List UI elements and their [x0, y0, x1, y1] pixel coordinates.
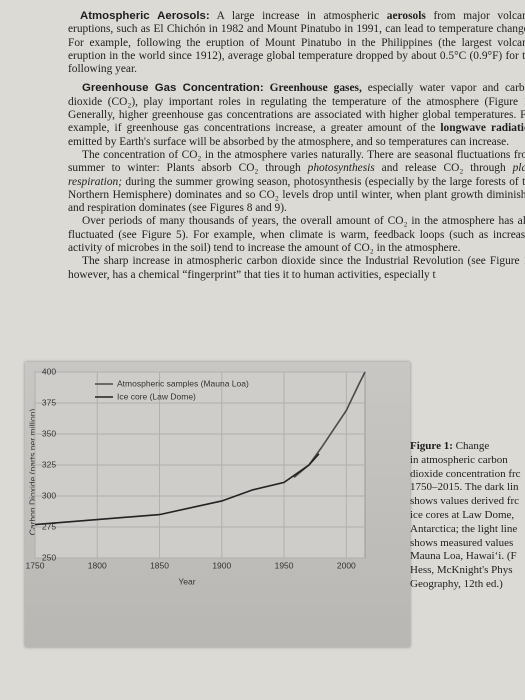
x-tick-label: 2000: [337, 560, 356, 570]
x-tick-label: 1750: [26, 560, 45, 570]
term: aerosols: [386, 10, 426, 22]
y-tick-label: 300: [42, 490, 56, 500]
y-axis-label: Carbon Dioxide (parts per million): [27, 409, 37, 536]
caption-line: Geography, 12th ed.): [410, 578, 525, 592]
data-line: [34, 453, 320, 526]
paragraph: Atmospheric Aerosols: A large increase i…: [68, 10, 525, 76]
caption-text: shows measured values: [410, 536, 514, 549]
x-tick-label: 1950: [275, 560, 294, 570]
text-run: The concentration of CO₂ in the atmosphe…: [68, 148, 525, 175]
y-tick-label: 275: [42, 521, 56, 531]
caption-line: in atmospheric carbon: [410, 454, 525, 468]
y-tick-label: 375: [42, 397, 56, 407]
caption-line: Mauna Loa, Hawai‘i. (F: [410, 550, 525, 564]
paragraph: Greenhouse Gas Concentration: Greenhouse…: [68, 82, 525, 148]
body-text: Atmospheric Aerosols: A large increase i…: [68, 10, 525, 282]
text-run: emitted by Earth's surface will be absor…: [68, 135, 510, 148]
caption-line: Figure 1: Change: [410, 440, 525, 454]
caption-line: 1750–2015. The dark lin: [410, 481, 525, 495]
heading: Greenhouse Gas Concentration:: [82, 82, 264, 95]
caption-text: Geography, 12th ed.): [410, 577, 503, 590]
caption-text: in atmospheric carbon: [410, 453, 508, 466]
caption-text: Hess, McKnight's Phys: [410, 564, 513, 577]
caption-line: dioxide concentration frc: [410, 468, 525, 482]
term: plant respiration;: [68, 162, 525, 188]
x-tick-label: 1900: [212, 560, 231, 570]
caption-text: Antarctica; the light line: [410, 522, 518, 535]
y-tick-label: 325: [42, 459, 56, 469]
text-run: especially water vapor and carbon dioxid…: [68, 82, 525, 135]
legend-label: Atmospheric samples (Mauna Loa): [117, 378, 249, 388]
text-run: from major volcanic eruptions, such as E…: [68, 10, 525, 76]
legend-label: Ice core (Law Dome): [117, 391, 196, 401]
paragraph: The sharp increase in atmospheric carbon…: [68, 255, 525, 282]
term: photosynthesis: [307, 162, 375, 175]
text-run: during the summer growing season, photos…: [68, 175, 525, 215]
chart: Carbon Dioxide (parts per million) Year …: [26, 366, 366, 586]
term: longwave radiation: [440, 122, 525, 135]
caption-line: Hess, McKnight's Phys: [410, 564, 525, 578]
y-tick-label: 250: [42, 552, 56, 562]
text-run: and release CO₂ through: [374, 162, 513, 175]
text-run: A large increase in atmospheric: [209, 10, 387, 22]
caption: Figure 1: Change in atmospheric carbon dio…: [410, 440, 525, 592]
caption-label: Figure 1:: [410, 440, 453, 452]
caption-line: shows measured values: [410, 537, 525, 551]
paragraph: Over periods of many thousands of years,…: [68, 215, 525, 255]
figure: Carbon Dioxide (parts per million) Year …: [25, 362, 410, 647]
caption-text: dioxide concentration frc: [410, 467, 521, 480]
paragraph: The concentration of CO₂ in the atmosphe…: [68, 149, 525, 215]
caption-text: ice cores at Law Dome,: [410, 508, 515, 521]
term: Greenhouse gases,: [269, 82, 362, 95]
caption-line: Antarctica; the light line: [410, 523, 525, 537]
text-run: Over periods of many thousands of years,…: [68, 215, 525, 255]
x-tick-label: 1800: [88, 560, 107, 570]
caption-text: Mauna Loa, Hawai‘i. (F: [410, 550, 517, 563]
caption-line: ice cores at Law Dome,: [410, 509, 525, 523]
caption-line: shows values derived frc: [410, 495, 525, 509]
x-axis-label: Year: [178, 576, 195, 586]
y-tick-label: 400: [42, 366, 56, 376]
y-tick-label: 350: [42, 428, 56, 438]
heading: Atmospheric Aerosols:: [80, 10, 210, 22]
caption-text: Change: [452, 440, 490, 452]
text-run: The sharp increase in atmospheric carbon…: [68, 255, 525, 281]
x-tick-label: 1850: [150, 560, 169, 570]
caption-text: 1750–2015. The dark lin: [410, 481, 519, 494]
caption-text: shows values derived frc: [410, 495, 520, 508]
